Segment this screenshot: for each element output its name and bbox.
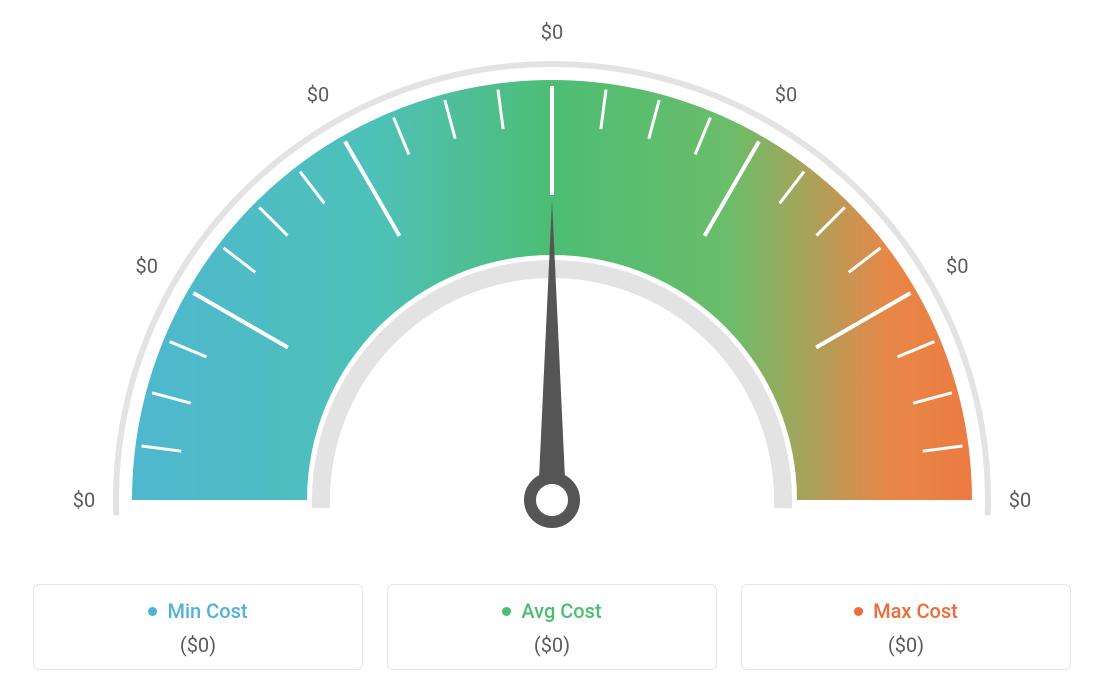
gauge-tick-label: $0 — [307, 83, 329, 107]
legend-text-min: Min Cost — [167, 599, 247, 623]
legend-text-max: Max Cost — [873, 599, 958, 623]
gauge-cost-chart: $0 $0 $0 $0 $0 $0 $0 Min Cost ($0) Avg Cost ($… — [0, 0, 1104, 690]
gauge-tick-label: $0 — [135, 254, 157, 278]
legend-value-max: ($0) — [742, 633, 1070, 657]
legend-value-min: ($0) — [34, 633, 362, 657]
legend-box-avg: Avg Cost ($0) — [387, 584, 717, 670]
legend-box-max: Max Cost ($0) — [741, 584, 1071, 670]
gauge-tick-label: $0 — [775, 83, 797, 107]
legend-box-min: Min Cost ($0) — [33, 584, 363, 670]
legend-text-avg: Avg Cost — [521, 599, 601, 623]
gauge-tick-label: $0 — [541, 20, 563, 44]
legend-dot-min — [148, 607, 157, 616]
gauge-tick-label: $0 — [73, 488, 95, 512]
gauge-tick-label: $0 — [1009, 488, 1031, 512]
gauge-tick-label: $0 — [946, 254, 968, 278]
legend-dot-max — [854, 607, 863, 616]
legend-label-min: Min Cost — [148, 599, 247, 623]
legend-label-max: Max Cost — [854, 599, 958, 623]
gauge-svg: $0 $0 $0 $0 $0 $0 $0 — [27, 0, 1077, 560]
gauge-area: $0 $0 $0 $0 $0 $0 $0 — [27, 0, 1077, 560]
legend-row: Min Cost ($0) Avg Cost ($0) Max Cost ($0… — [33, 584, 1071, 670]
legend-label-avg: Avg Cost — [502, 599, 601, 623]
legend-value-avg: ($0) — [388, 633, 716, 657]
legend-dot-avg — [502, 607, 511, 616]
